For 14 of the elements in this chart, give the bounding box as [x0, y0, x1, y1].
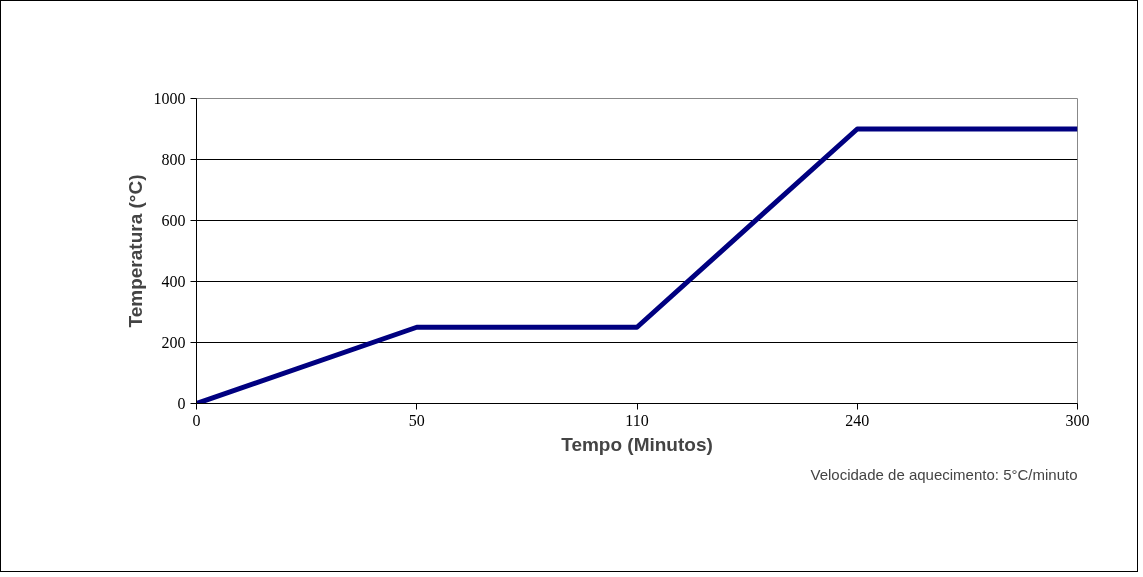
x-tick-label: 110 [625, 411, 649, 429]
x-axis-title: Tempo (Minutos) [561, 433, 713, 455]
y-axis-title: Temperatura (°C) [124, 174, 146, 328]
x-tick-label: 50 [408, 411, 425, 429]
y-tick-label: 800 [161, 151, 186, 168]
x-tick-label: 0 [192, 411, 201, 429]
text: Velocidade de aquecimento: 5°C/minuto [810, 465, 1078, 483]
y-tick-label: 0 [177, 395, 186, 412]
y-tick-label: 600 [161, 212, 186, 229]
y-tick-label: 200 [161, 334, 186, 351]
x-tick-label: 240 [845, 411, 870, 429]
y-tick-label: 400 [161, 273, 186, 290]
y-tick-label: 1000 [153, 90, 186, 107]
x-tick-label: 300 [1065, 411, 1090, 429]
